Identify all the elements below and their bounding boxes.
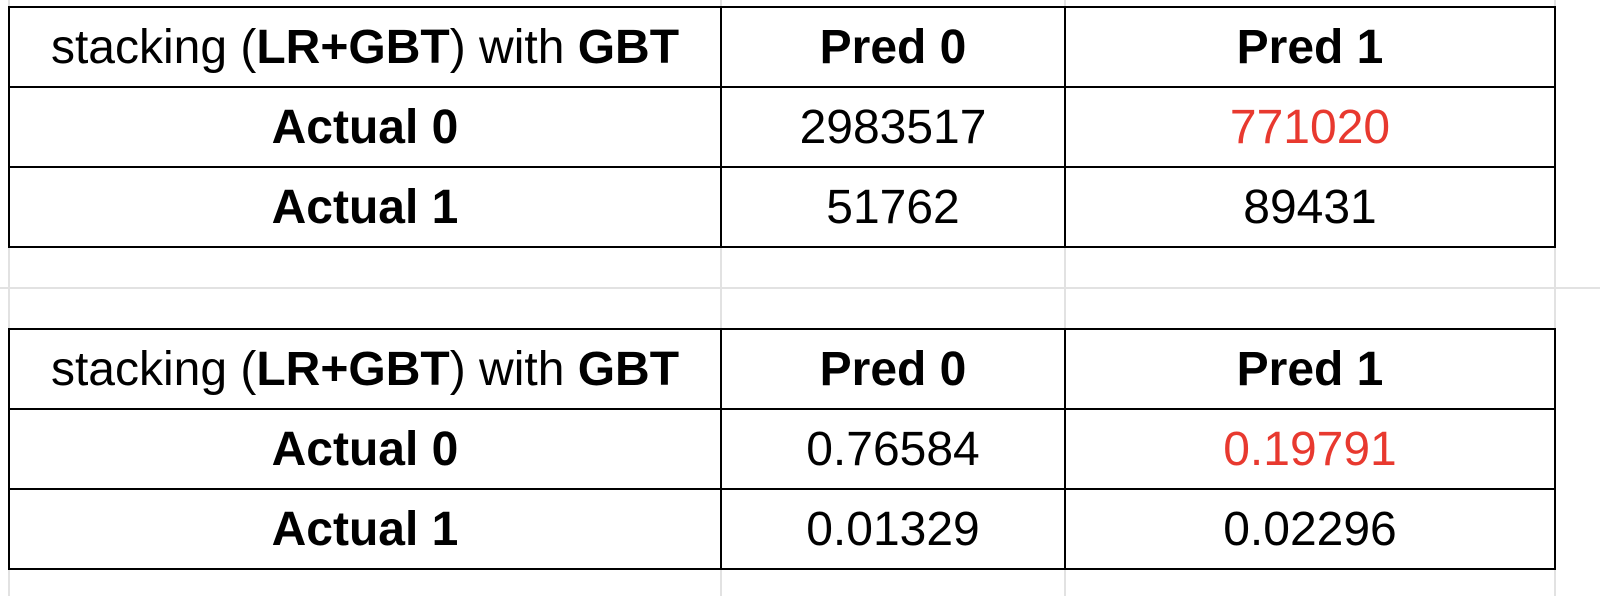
cell-false-positive[interactable]: 0.19791 [1064, 408, 1556, 490]
header-row: stacking (LR+GBT) with GBT Pred 0 Pred 1 [8, 6, 1556, 88]
title-text-model: LR+GBT [256, 20, 450, 74]
grid-line [1554, 0, 1556, 596]
table-row: Actual 1 51762 89431 [8, 166, 1556, 248]
row-label-actual-1[interactable]: Actual 1 [8, 488, 722, 570]
row-label-actual-0[interactable]: Actual 0 [8, 86, 722, 168]
title-text-pre: stacking ( [50, 20, 257, 74]
row-label-actual-0[interactable]: Actual 0 [8, 408, 722, 490]
header-pred-0[interactable]: Pred 0 [720, 6, 1066, 88]
table-row: Actual 0 0.76584 0.19791 [8, 408, 1556, 490]
confusion-matrix-counts: stacking (LR+GBT) with GBT Pred 0 Pred 1… [8, 6, 1556, 248]
confusion-matrix-rates: stacking (LR+GBT) with GBT Pred 0 Pred 1… [8, 328, 1556, 570]
header-pred-1[interactable]: Pred 1 [1064, 6, 1556, 88]
grid-line [0, 287, 1600, 289]
grid-line [8, 0, 10, 596]
cell-false-positive[interactable]: 771020 [1064, 86, 1556, 168]
title-text-model: LR+GBT [256, 342, 450, 396]
header-pred-1[interactable]: Pred 1 [1064, 328, 1556, 410]
table-row: Actual 0 2983517 771020 [8, 86, 1556, 168]
row-label-actual-1[interactable]: Actual 1 [8, 166, 722, 248]
title-text-meta: GBT [577, 342, 680, 396]
title-text-meta: GBT [577, 20, 680, 74]
header-row: stacking (LR+GBT) with GBT Pred 0 Pred 1 [8, 328, 1556, 410]
cell-false-negative[interactable]: 0.01329 [720, 488, 1066, 570]
header-pred-0[interactable]: Pred 0 [720, 328, 1066, 410]
cell-true-positive[interactable]: 0.02296 [1064, 488, 1556, 570]
table-row: Actual 1 0.01329 0.02296 [8, 488, 1556, 570]
table-title-cell[interactable]: stacking (LR+GBT) with GBT [8, 6, 722, 88]
title-text-mid: ) with [449, 342, 578, 396]
title-text-mid: ) with [449, 20, 578, 74]
cell-true-negative[interactable]: 2983517 [720, 86, 1066, 168]
cell-true-positive[interactable]: 89431 [1064, 166, 1556, 248]
title-text-pre: stacking ( [50, 342, 257, 396]
cell-true-negative[interactable]: 0.76584 [720, 408, 1066, 490]
table-title-cell[interactable]: stacking (LR+GBT) with GBT [8, 328, 722, 410]
grid-line [1064, 0, 1066, 596]
cell-false-negative[interactable]: 51762 [720, 166, 1066, 248]
grid-line [720, 0, 722, 596]
